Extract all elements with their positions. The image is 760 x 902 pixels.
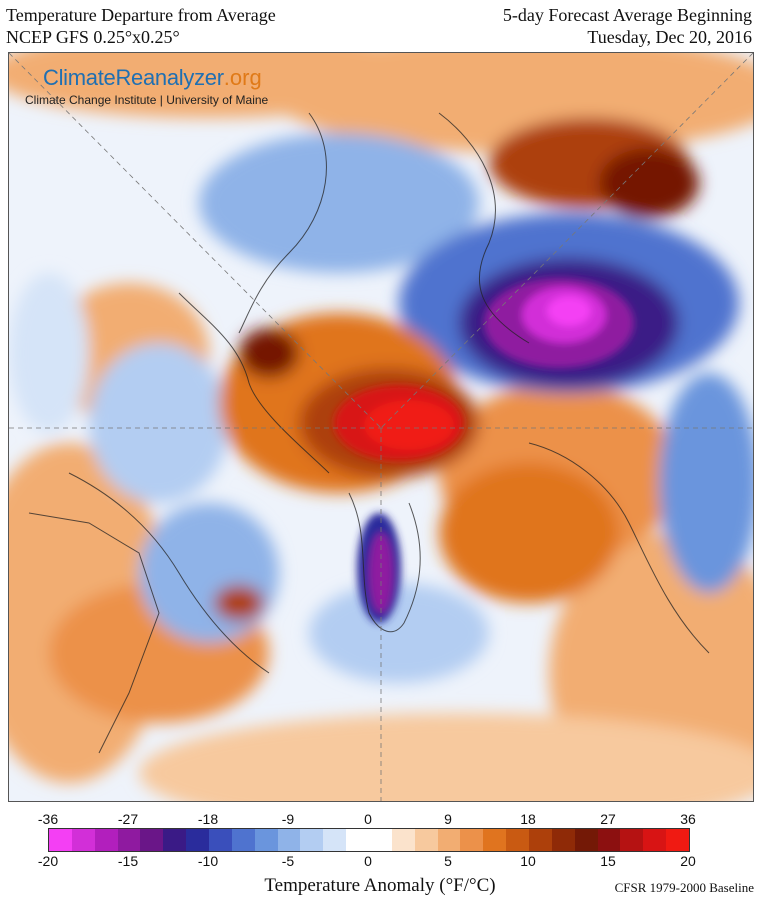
colorbar-swatch xyxy=(643,829,667,851)
colorbar-swatch xyxy=(117,829,141,851)
colorbar-swatch xyxy=(529,829,552,851)
colorbar-swatch xyxy=(49,829,72,851)
colorbar-swatch xyxy=(163,829,187,851)
colorbar-swatch xyxy=(483,829,507,851)
model-resolution: NCEP GFS 0.25°x0.25° xyxy=(6,27,180,47)
colorbar-tick-label: 27 xyxy=(600,811,616,827)
colorbar-title: Temperature Anomaly (°F/°C) xyxy=(264,875,496,896)
colorbar-swatch xyxy=(369,829,392,851)
colorbar-tick-label: -15 xyxy=(117,853,139,869)
brand-subtitle: Climate Change Institute | University of… xyxy=(25,93,269,107)
colorbar-swatch xyxy=(460,829,484,851)
colorbar-tick-label: 36 xyxy=(680,811,696,827)
climate-reanalyzer-logo: ClimateReanalyzer.org Climate Change Ins… xyxy=(25,65,268,107)
colorbar-tick-label: -36 xyxy=(37,811,59,827)
baseline-note: CFSR 1979-2000 Baseline xyxy=(614,880,754,895)
colorbar-swatch xyxy=(346,829,370,851)
colorbar-tick-label: 20 xyxy=(680,853,696,869)
colorbar-swatch xyxy=(231,829,255,851)
colorbar-swatch xyxy=(666,829,690,851)
polar-projection-map xyxy=(9,53,753,801)
colorbar-swatch xyxy=(391,829,415,851)
colorbar-swatch xyxy=(140,829,164,851)
colorbar-tick-label: 15 xyxy=(600,853,616,869)
colorbar-tick-label: 18 xyxy=(520,811,536,827)
anomaly-map: ClimateReanalyzer.org Climate Change Ins… xyxy=(8,52,754,802)
colorbar-tick-label: -10 xyxy=(197,853,219,869)
colorbar-swatch xyxy=(323,829,347,851)
colorbar xyxy=(48,828,690,852)
brand-name: ClimateReanalyzer xyxy=(43,65,224,90)
colorbar-tick-label: 5 xyxy=(444,853,452,869)
colorbar-swatch xyxy=(551,829,575,851)
colorbar-tick-label: 9 xyxy=(444,811,452,827)
colorbar-swatch xyxy=(574,829,598,851)
colorbar-swatch xyxy=(209,829,232,851)
colorbar-tick-label: -9 xyxy=(281,811,295,827)
colorbar-tick-label: -20 xyxy=(37,853,59,869)
colorbar-swatch xyxy=(94,829,118,851)
colorbar-swatch xyxy=(300,829,324,851)
colorbar-swatch xyxy=(506,829,530,851)
brand-domain: .org xyxy=(223,65,262,90)
colorbar-tick-label: -5 xyxy=(281,853,295,869)
colorbar-swatch xyxy=(186,829,210,851)
colorbar-tick-label: -27 xyxy=(117,811,139,827)
colorbar-swatch xyxy=(414,829,438,851)
colorbar-swatch xyxy=(254,829,278,851)
forecast-description: 5-day Forecast Average Beginning xyxy=(502,5,752,25)
colorbar-tick-label: -18 xyxy=(197,811,219,827)
map-title: Temperature Departure from Average xyxy=(6,5,276,25)
colorbar-tick-label: 0 xyxy=(364,853,372,869)
colorbar-swatch xyxy=(437,829,461,851)
forecast-date: Tuesday, Dec 20, 2016 xyxy=(587,27,752,47)
colorbar-swatch xyxy=(71,829,95,851)
colorbar-swatch xyxy=(597,829,621,851)
colorbar-swatch xyxy=(620,829,644,851)
colorbar-tick-label: 10 xyxy=(520,853,536,869)
colorbar-swatch xyxy=(277,829,301,851)
colorbar-tick-label: 0 xyxy=(364,811,372,827)
